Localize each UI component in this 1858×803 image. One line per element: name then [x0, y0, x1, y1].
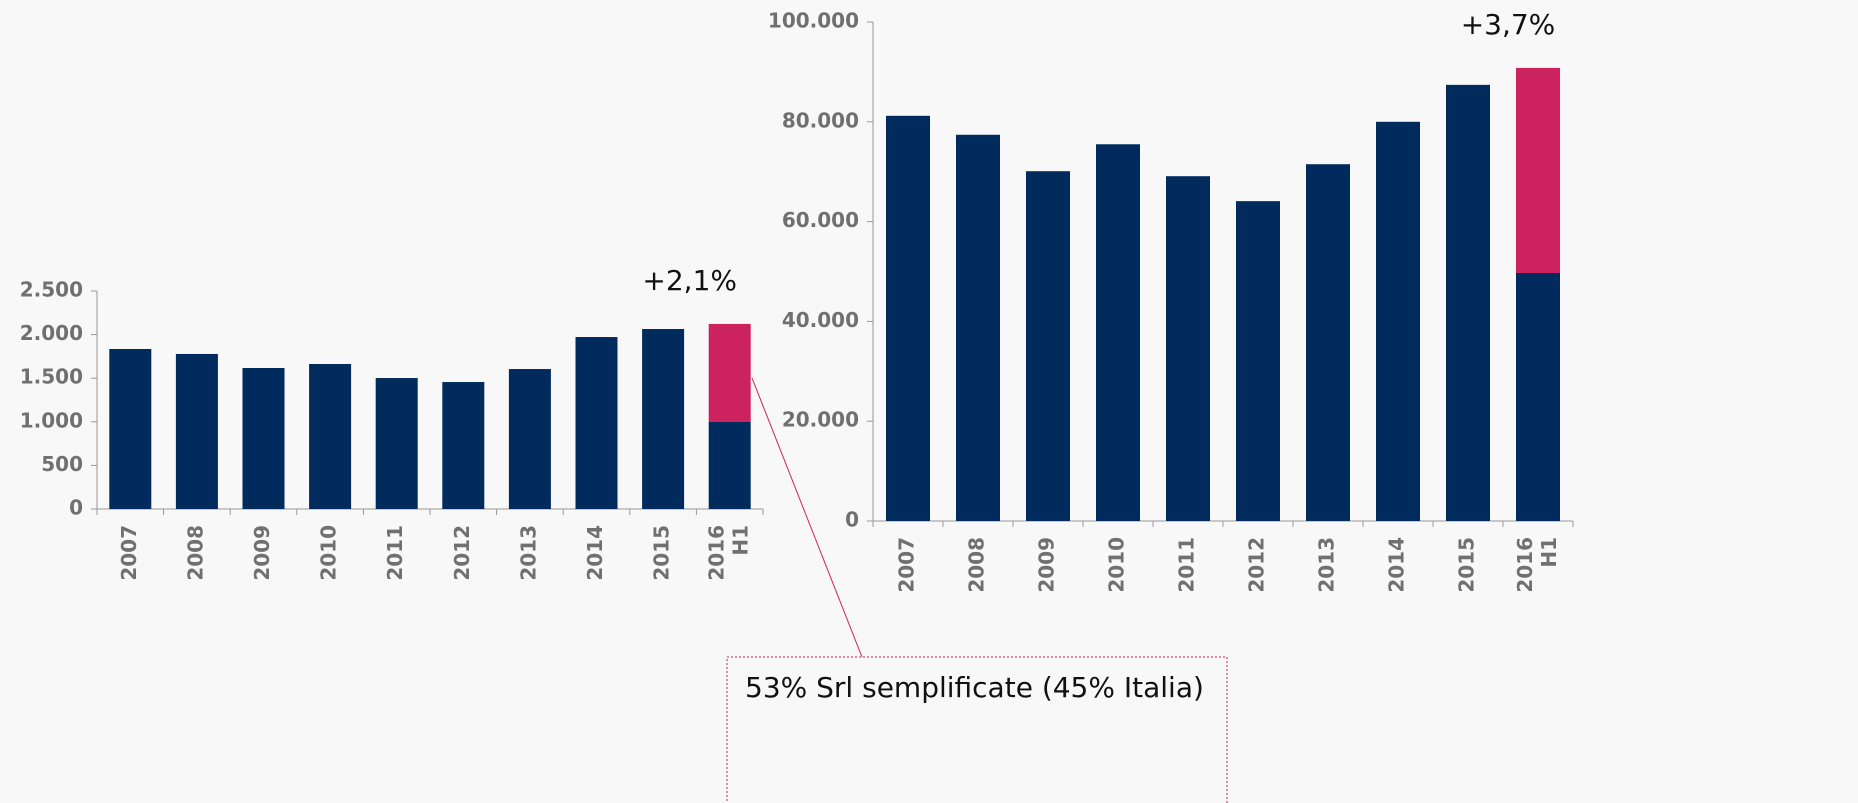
y-tick-label: 100.000: [768, 9, 859, 33]
x-tick-label: 2008: [183, 525, 207, 581]
y-tick-label: 500: [41, 452, 83, 476]
bar: [1026, 171, 1070, 522]
x-tick-label: 2011: [383, 525, 407, 581]
bar: [708, 421, 751, 509]
bar: [508, 369, 551, 509]
x-tick-label: 2010: [317, 525, 341, 581]
bar: [375, 378, 418, 509]
x-tick-label: 2010: [1105, 537, 1129, 593]
x-tick-label: 2014: [583, 525, 607, 581]
bar: [642, 329, 685, 509]
callout-connector: [751, 377, 863, 658]
bar: [1516, 67, 1560, 273]
bar: [242, 367, 285, 509]
y-tick-label: 0: [69, 496, 83, 520]
x-tick-label: 2014: [1385, 537, 1409, 593]
y-tick-label: 1.500: [20, 365, 83, 389]
x-tick-label: 2015: [1455, 537, 1479, 593]
bar: [109, 348, 152, 509]
annotation: +2,1%: [642, 264, 737, 297]
y-tick-label: 20.000: [782, 408, 859, 432]
bar: [1516, 272, 1560, 521]
y-tick-label: 2.000: [20, 321, 83, 345]
y-tick-label: 0: [845, 508, 859, 532]
bar: [1376, 121, 1420, 522]
y-tick-label: 2.500: [20, 278, 83, 302]
y-tick-label: 80.000: [782, 108, 859, 132]
bar: [1306, 164, 1350, 521]
x-tick-label: 2009: [1035, 537, 1059, 593]
x-tick-label: 2007: [117, 525, 141, 581]
x-tick-label: 2013: [1315, 537, 1339, 593]
x-tick-label: 2016H1: [704, 525, 752, 581]
x-tick-label: 2012: [1245, 537, 1269, 593]
bar: [1236, 201, 1280, 522]
callout-box: [726, 656, 1228, 803]
x-tick-label: 2012: [450, 525, 474, 581]
x-tick-label: 2009: [250, 525, 274, 581]
callout-text: 53% Srl semplificate (45% Italia): [745, 671, 1204, 704]
x-tick-label: 2015: [650, 525, 674, 581]
bar: [956, 134, 1000, 522]
bar: [175, 353, 218, 509]
y-tick-label: 1.000: [20, 408, 83, 432]
bar: [1446, 84, 1490, 522]
x-tick-label: 2007: [895, 537, 919, 593]
bar: [575, 337, 618, 509]
x-tick-label: 2011: [1175, 537, 1199, 593]
x-tick-label: 2016H1: [1513, 537, 1561, 593]
bar: [309, 363, 352, 509]
y-tick-label: 60.000: [782, 208, 859, 232]
x-tick-label: 2013: [516, 525, 540, 581]
bar: [1166, 176, 1210, 522]
bar: [886, 115, 930, 521]
bar: [708, 323, 751, 422]
bar: [442, 382, 485, 509]
annotation: +3,7%: [1461, 8, 1556, 41]
x-tick-label: 2008: [965, 537, 989, 593]
bar: [1096, 144, 1140, 521]
y-tick-label: 40.000: [782, 308, 859, 332]
